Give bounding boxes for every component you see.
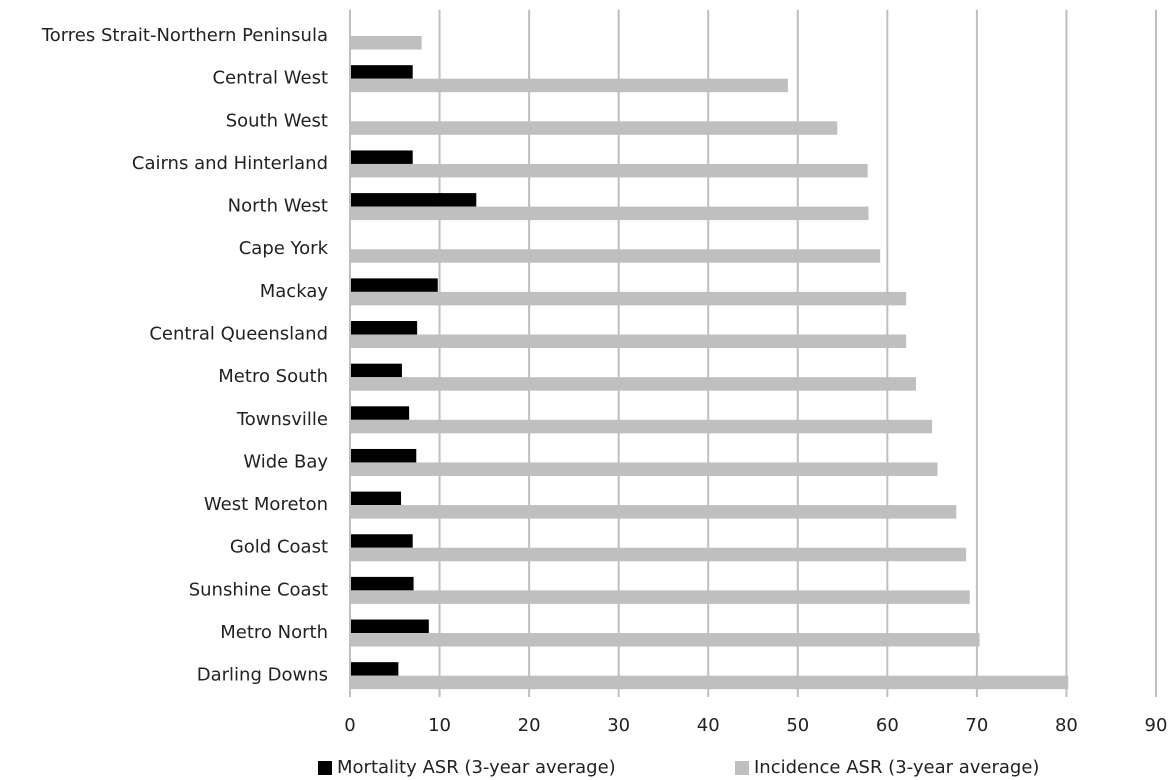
legend-swatch bbox=[318, 761, 332, 775]
y-tick-label: Central West bbox=[212, 68, 328, 89]
y-tick-label: Metro North bbox=[220, 622, 328, 643]
bar bbox=[350, 547, 967, 562]
bar bbox=[350, 619, 429, 634]
bar bbox=[350, 78, 788, 93]
bar bbox=[350, 249, 881, 263]
y-tick-label: Sunshine Coast bbox=[189, 579, 328, 600]
y-tick-label: Cape York bbox=[239, 238, 329, 259]
y-tick-label: Darling Downs bbox=[197, 665, 328, 686]
bar bbox=[350, 462, 938, 476]
bar bbox=[350, 278, 438, 292]
bar bbox=[350, 321, 418, 335]
y-tick-label: Wide Bay bbox=[243, 451, 328, 472]
y-tick-label: South West bbox=[226, 110, 328, 131]
bar bbox=[350, 590, 970, 604]
y-tick-label: Metro South bbox=[218, 366, 328, 387]
bar bbox=[350, 334, 907, 349]
y-tick-label: Gold Coast bbox=[230, 537, 328, 558]
x-tick-label: 0 bbox=[344, 715, 355, 736]
legend-swatch bbox=[735, 761, 749, 775]
bar bbox=[350, 662, 399, 676]
bar bbox=[350, 448, 417, 463]
x-tick-label: 60 bbox=[876, 715, 899, 736]
bar bbox=[350, 675, 1069, 690]
x-tick-label: 20 bbox=[518, 715, 541, 736]
bar bbox=[350, 406, 410, 420]
y-tick-label: Mackay bbox=[260, 281, 329, 302]
x-tick-label: 40 bbox=[697, 715, 720, 736]
x-tick-label: 30 bbox=[607, 715, 630, 736]
x-tick-label: 90 bbox=[1145, 715, 1168, 736]
x-tick-label: 80 bbox=[1055, 715, 1078, 736]
y-tick-label: Townsville bbox=[236, 409, 328, 430]
x-tick-label: 10 bbox=[428, 715, 451, 736]
bar bbox=[350, 491, 402, 506]
x-tick-label: 70 bbox=[965, 715, 988, 736]
bar bbox=[350, 363, 402, 378]
bar bbox=[350, 65, 413, 79]
bar bbox=[350, 576, 414, 591]
bar bbox=[350, 150, 413, 164]
bar bbox=[350, 206, 869, 221]
y-tick-label: Cairns and Hinterland bbox=[132, 153, 328, 174]
y-tick-label: Central Queensland bbox=[149, 324, 328, 345]
bar bbox=[350, 121, 838, 135]
y-tick-label: North West bbox=[228, 196, 328, 217]
bar bbox=[350, 163, 868, 178]
bar bbox=[350, 534, 413, 548]
bar bbox=[350, 377, 916, 391]
bar bbox=[350, 633, 980, 647]
y-tick-label: Torres Strait-Northern Peninsula bbox=[41, 25, 328, 46]
legend-label: Mortality ASR (3-year average) bbox=[337, 757, 616, 778]
bar bbox=[350, 291, 907, 306]
x-tick-label: 50 bbox=[786, 715, 809, 736]
bar bbox=[350, 36, 422, 50]
bar bbox=[350, 505, 957, 519]
y-tick-label: West Moreton bbox=[204, 494, 328, 515]
bar bbox=[350, 419, 933, 434]
legend-label: Incidence ASR (3-year average) bbox=[754, 757, 1039, 778]
bar bbox=[350, 193, 477, 207]
